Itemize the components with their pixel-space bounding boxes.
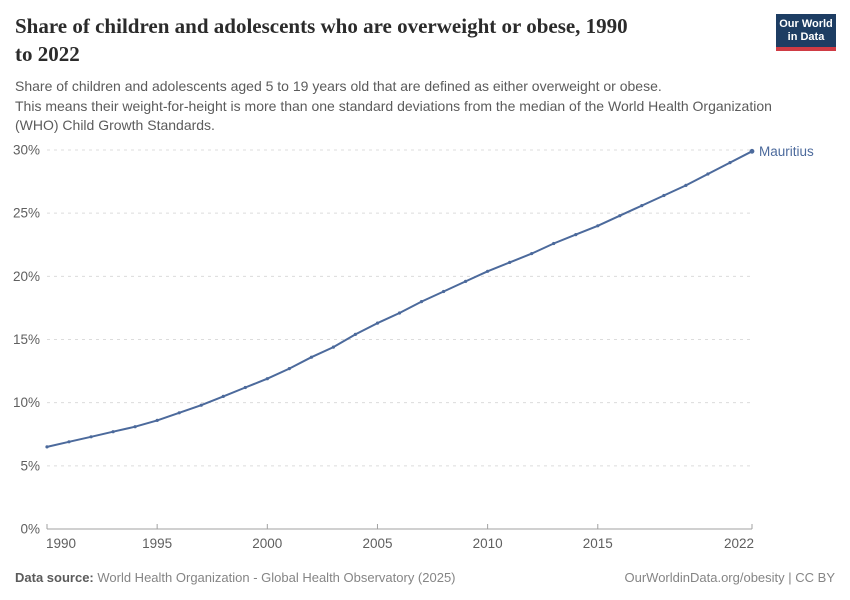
x-axis-tick-label: 2005 — [362, 536, 392, 551]
data-point-2001[interactable] — [287, 367, 291, 371]
data-point-1994[interactable] — [133, 425, 137, 429]
y-axis-tick-label: 30% — [13, 143, 40, 158]
y-axis-tick-label: 10% — [13, 395, 40, 410]
x-axis-tick-label: 2000 — [252, 536, 282, 551]
x-axis-tick-label: 1990 — [46, 536, 76, 551]
chart-subtitle: Share of children and adolescents aged 5… — [15, 77, 772, 136]
x-axis-tick-label: 1995 — [142, 536, 172, 551]
data-point-2018[interactable] — [662, 193, 666, 198]
data-point-2014[interactable] — [574, 233, 578, 237]
y-axis-tick-label: 5% — [20, 458, 40, 473]
data-point-2016[interactable] — [618, 214, 622, 218]
data-point-2007[interactable] — [419, 300, 424, 304]
owid-logo-text-line-2: in Data — [787, 30, 825, 43]
data-point-1997[interactable] — [199, 403, 203, 407]
data-point-2002[interactable] — [309, 355, 313, 359]
data-point-2006[interactable] — [397, 311, 402, 315]
subtitle-line-1: Share of children and adolescents aged 5… — [15, 78, 662, 94]
data-point-2003[interactable] — [331, 345, 335, 349]
data-point-1992[interactable] — [89, 435, 93, 439]
x-axis-tick-label: 2022 — [724, 536, 754, 551]
data-point-2010[interactable] — [486, 269, 490, 273]
data-point-2009[interactable] — [464, 279, 468, 283]
data-point-2008[interactable] — [442, 289, 446, 294]
data-point-1998[interactable] — [221, 394, 225, 398]
chart-footer: Data source: World Health Organization -… — [15, 568, 835, 586]
page-title-line-2: to 2022 — [15, 42, 80, 66]
data-point-2011[interactable] — [508, 260, 512, 264]
page-title-line-1: Share of children and adolescents who ar… — [15, 14, 628, 38]
data-point-2012[interactable] — [530, 252, 534, 256]
subtitle-line-3: (WHO) Child Growth Standards. — [15, 117, 215, 133]
data-point-1996[interactable] — [177, 411, 181, 415]
data-source-label: Data source: — [15, 569, 94, 585]
owid-logo[interactable]: Our World in Data — [776, 14, 836, 51]
data-source-text: World Health Organization - Global Healt… — [93, 569, 456, 585]
data-point-2022[interactable] — [749, 148, 755, 154]
data-point-2015[interactable] — [596, 224, 600, 228]
data-point-2017[interactable] — [640, 204, 644, 208]
data-point-1999[interactable] — [243, 385, 247, 390]
data-point-2004[interactable] — [353, 332, 357, 336]
data-point-2013[interactable] — [552, 241, 556, 246]
data-point-2005[interactable] — [375, 321, 380, 325]
entity-label[interactable]: Mauritius — [759, 144, 814, 159]
series-mauritius[interactable] — [45, 148, 755, 449]
data-point-1991[interactable] — [67, 440, 71, 444]
data-point-2019[interactable] — [684, 183, 688, 187]
y-axis-tick-label: 25% — [13, 206, 40, 221]
y-axis-tick-label: 0% — [20, 522, 40, 537]
y-axis-tick-label: 20% — [13, 269, 40, 284]
x-axis-tick-label: 2015 — [583, 536, 613, 551]
y-axis-tick-label: 15% — [13, 332, 40, 347]
data-point-1995[interactable] — [155, 418, 159, 422]
subtitle-line-2: This means their weight-for-height is mo… — [15, 97, 772, 114]
data-point-1993[interactable] — [111, 430, 115, 434]
chart-header: Share of children and adolescents who ar… — [15, 12, 772, 136]
x-axis-tick-label: 2010 — [473, 536, 503, 551]
data-source-note: Data source: World Health Organization -… — [15, 570, 456, 585]
data-point-2021[interactable] — [728, 161, 732, 165]
data-point-2000[interactable] — [265, 377, 269, 381]
data-point-2020[interactable] — [706, 172, 710, 176]
license-link[interactable]: OurWorldinData.org/obesity | CC BY — [624, 569, 836, 585]
owid-logo-text-line-1: Our World — [779, 18, 833, 30]
data-point-1990[interactable] — [45, 445, 49, 449]
